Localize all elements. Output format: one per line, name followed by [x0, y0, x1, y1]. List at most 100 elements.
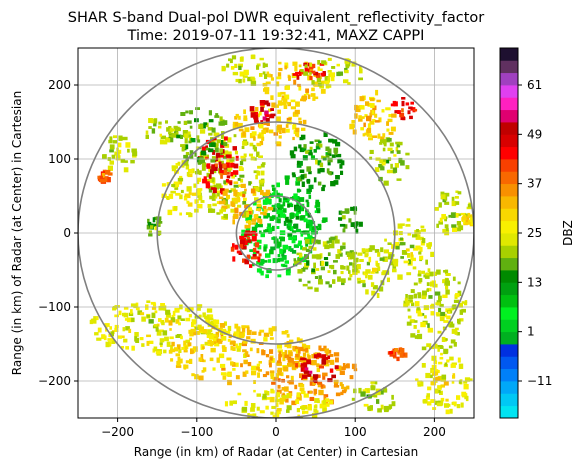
echo-pixel — [106, 177, 111, 183]
colorbar-segment — [500, 60, 518, 74]
echo-pixel — [250, 367, 255, 371]
echo-pixel — [250, 403, 256, 409]
echo-pixel — [210, 320, 216, 325]
echo-pixel — [253, 117, 259, 123]
echo-pixel — [275, 402, 279, 408]
echo-pixel — [325, 83, 330, 89]
echo-pixel — [327, 161, 331, 166]
echo-pixel — [293, 193, 298, 199]
echo-pixel — [200, 200, 205, 203]
echo-pixel — [430, 281, 435, 287]
echo-pixel — [165, 312, 171, 318]
echo-pixel — [434, 207, 439, 211]
echo-pixel — [306, 179, 311, 183]
echo-pixel — [383, 405, 390, 411]
echo-pixel — [211, 156, 216, 161]
echo-pixel — [339, 382, 343, 387]
echo-pixel — [400, 242, 406, 246]
echo-pixel — [278, 357, 282, 362]
echo-pixel — [461, 308, 466, 313]
echo-pixel — [267, 259, 272, 263]
echo-pixel — [277, 192, 280, 196]
echo-pixel — [253, 170, 259, 174]
echo-pixel — [226, 151, 232, 157]
echo-pixel — [259, 410, 265, 414]
echo-pixel — [213, 334, 219, 339]
echo-pixel — [258, 331, 262, 336]
echo-pixel — [391, 350, 396, 355]
echo-pixel — [242, 258, 247, 263]
echo-pixel — [247, 362, 252, 367]
echo-pixel — [409, 244, 415, 249]
echo-pixel — [249, 249, 255, 252]
echo-pixel — [357, 280, 361, 284]
echo-pixel — [319, 143, 323, 148]
echo-pixel — [198, 357, 203, 362]
echo-pixel — [374, 249, 380, 253]
echo-pixel — [122, 327, 126, 332]
echo-pixel — [155, 351, 162, 355]
echo-pixel — [286, 101, 290, 105]
echo-pixel — [309, 223, 313, 227]
echo-pixel — [325, 351, 329, 356]
echo-pixel — [229, 400, 233, 406]
echo-pixel — [264, 87, 270, 91]
echo-pixel — [218, 339, 223, 344]
echo-pixel — [215, 331, 220, 337]
echo-pixel — [303, 144, 307, 149]
echo-pixel — [251, 226, 258, 232]
echo-pixel — [383, 249, 389, 254]
echo-pixel — [372, 285, 378, 290]
echo-pixel — [371, 109, 375, 115]
echo-pixel — [454, 196, 459, 199]
echo-pixel — [388, 169, 394, 174]
echo-pixel — [123, 167, 129, 173]
echo-pixel — [379, 139, 383, 144]
echo-pixel — [252, 251, 257, 255]
echo-pixel — [220, 174, 223, 179]
echo-pixel — [267, 206, 274, 211]
echo-pixel — [287, 203, 290, 208]
echo-pixel — [307, 94, 311, 100]
echo-pixel — [211, 164, 215, 170]
echo-pixel — [380, 247, 384, 253]
echo-pixel — [102, 154, 107, 160]
echo-pixel — [283, 386, 289, 392]
echo-pixel — [207, 343, 211, 346]
echo-pixel — [451, 380, 455, 384]
echo-pixel — [314, 139, 320, 143]
echo-pixel — [464, 396, 468, 400]
echo-pixel — [263, 260, 268, 263]
echo-pixel — [309, 390, 313, 394]
echo-pixel — [317, 374, 321, 378]
echo-pixel — [265, 354, 270, 358]
echo-pixel — [207, 179, 210, 182]
echo-pixel — [205, 181, 210, 185]
echo-pixel — [243, 115, 248, 119]
echo-pixel — [422, 290, 427, 296]
echo-pixel — [309, 146, 313, 150]
echo-pixel — [360, 391, 366, 397]
echo-pixel — [306, 260, 310, 266]
echo-pixel — [230, 246, 235, 252]
echo-pixel — [284, 65, 287, 70]
echo-pixel — [325, 281, 330, 285]
echo-pixel — [271, 326, 277, 332]
echo-pixel — [200, 150, 206, 156]
echo-pixel — [185, 339, 190, 344]
echo-pixel — [286, 393, 290, 398]
echo-layer — [89, 54, 474, 418]
echo-pixel — [194, 374, 199, 380]
echo-pixel — [240, 183, 246, 188]
echo-pixel — [425, 259, 428, 265]
echo-pixel — [359, 68, 363, 74]
echo-pixel — [122, 312, 126, 317]
echo-pixel — [170, 345, 173, 350]
echo-pixel — [256, 250, 260, 254]
echo-pixel — [298, 358, 304, 362]
echo-pixel — [438, 295, 442, 301]
echo-pixel — [377, 266, 381, 271]
echo-pixel — [264, 73, 268, 79]
echo-pixel — [245, 351, 249, 357]
echo-pixel — [295, 346, 299, 350]
